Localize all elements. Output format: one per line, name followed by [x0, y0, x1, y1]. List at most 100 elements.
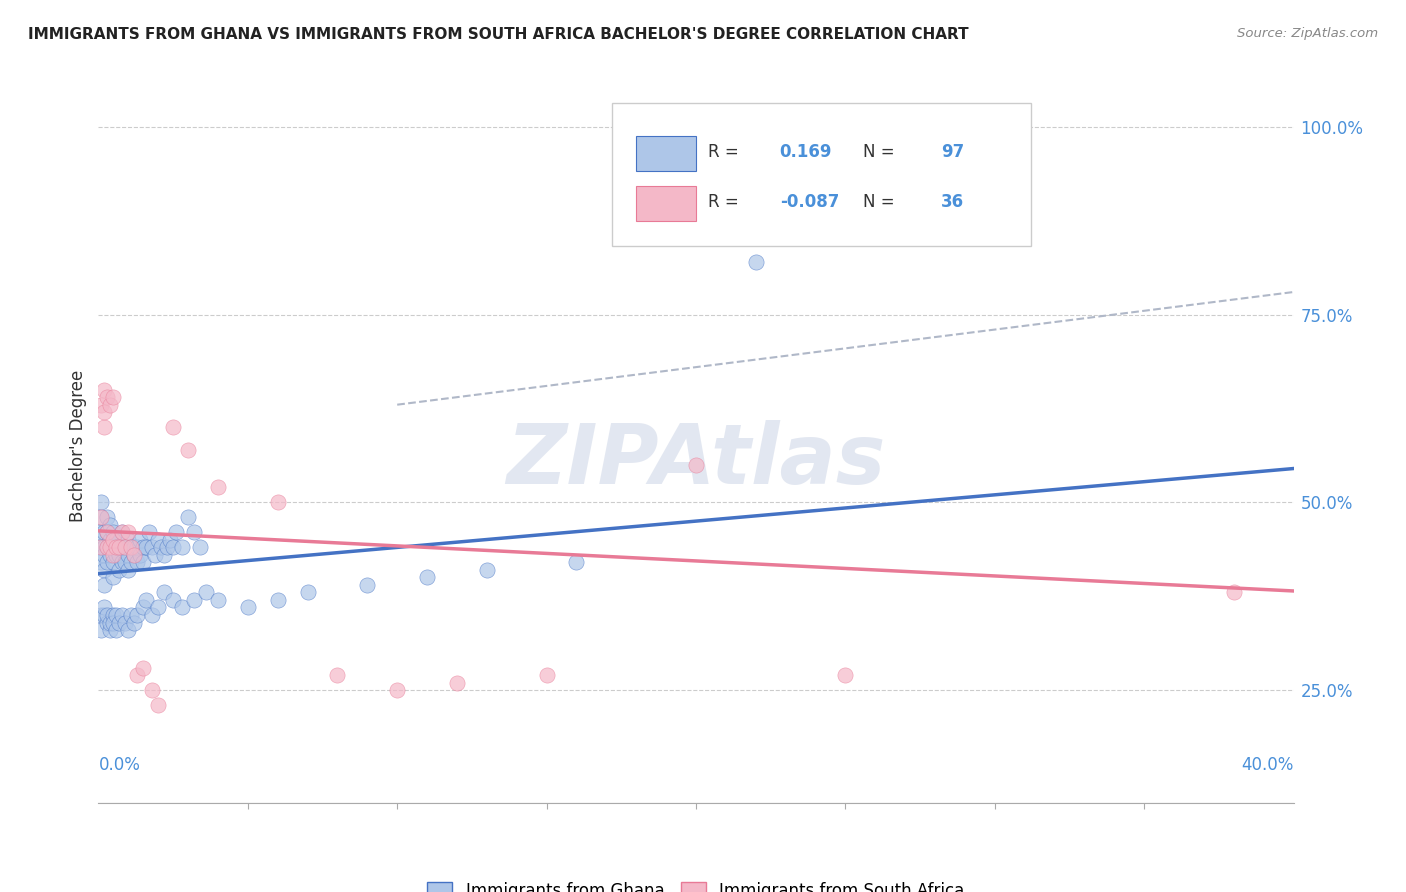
Point [132, 600, 155, 615]
Point [93, 607, 115, 622]
Point [127, 541, 149, 555]
Point [100, 398, 122, 412]
Point [90, 556, 112, 570]
Point [117, 548, 139, 562]
Point [103, 570, 125, 584]
Point [96, 541, 118, 555]
Point [100, 533, 122, 547]
Point [326, 668, 349, 682]
Text: Source: ZipAtlas.com: Source: ZipAtlas.com [1237, 27, 1378, 40]
FancyBboxPatch shape [637, 186, 696, 221]
Point [138, 525, 160, 540]
Point [96, 607, 118, 622]
Point [143, 548, 166, 562]
Point [127, 668, 149, 682]
Point [162, 541, 184, 555]
Point [103, 390, 125, 404]
Point [132, 660, 155, 674]
Point [93, 600, 115, 615]
Point [267, 593, 290, 607]
Point [96, 541, 118, 555]
Point [90, 398, 112, 412]
Point [120, 556, 142, 570]
Point [108, 563, 131, 577]
Point [356, 578, 378, 592]
Point [111, 525, 134, 540]
Point [132, 541, 155, 555]
Point [267, 495, 290, 509]
Point [416, 570, 439, 584]
Point [103, 615, 125, 630]
Point [90, 525, 112, 540]
Point [141, 607, 163, 622]
Point [446, 675, 468, 690]
Text: IMMIGRANTS FROM GHANA VS IMMIGRANTS FROM SOUTH AFRICA BACHELOR'S DEGREE CORRELAT: IMMIGRANTS FROM GHANA VS IMMIGRANTS FROM… [28, 27, 969, 42]
Point [153, 585, 176, 599]
Point [132, 556, 155, 570]
Point [105, 541, 128, 555]
Point [96, 525, 118, 540]
Point [141, 541, 163, 555]
Point [834, 668, 856, 682]
Point [207, 480, 229, 494]
Point [93, 541, 115, 555]
Text: R =: R = [709, 193, 738, 211]
Point [111, 541, 134, 555]
Point [96, 525, 118, 540]
Point [93, 420, 115, 434]
Point [108, 541, 131, 555]
Point [120, 541, 142, 555]
Point [565, 556, 588, 570]
Point [162, 593, 184, 607]
Point [108, 548, 131, 562]
Point [385, 683, 409, 698]
Text: 0.169: 0.169 [780, 143, 832, 161]
Point [96, 615, 118, 630]
Point [148, 600, 170, 615]
Point [159, 533, 181, 547]
Point [124, 548, 146, 562]
Point [120, 541, 142, 555]
Point [685, 458, 707, 472]
Point [105, 623, 128, 637]
Point [100, 517, 122, 532]
Text: 40.0%: 40.0% [1241, 756, 1294, 774]
Legend: Immigrants from Ghana, Immigrants from South Africa: Immigrants from Ghana, Immigrants from S… [420, 875, 972, 892]
Text: 0.0%: 0.0% [98, 756, 141, 774]
Point [90, 623, 112, 637]
Point [114, 556, 136, 570]
Point [108, 615, 131, 630]
Point [156, 541, 179, 555]
Point [105, 533, 128, 547]
Point [105, 607, 128, 622]
Point [114, 541, 136, 555]
Text: -0.087: -0.087 [780, 193, 839, 211]
Point [100, 623, 122, 637]
Text: ZIPAtlas: ZIPAtlas [506, 420, 886, 500]
Point [135, 541, 157, 555]
Point [127, 556, 149, 570]
Point [90, 541, 112, 555]
Point [188, 541, 211, 555]
Point [105, 548, 128, 562]
Point [135, 593, 157, 607]
Point [129, 533, 152, 547]
Point [172, 600, 194, 615]
Point [124, 541, 146, 555]
Point [103, 548, 125, 562]
Point [141, 683, 163, 698]
Point [96, 390, 118, 404]
Point [105, 541, 128, 555]
Point [103, 525, 125, 540]
Point [124, 548, 146, 562]
Y-axis label: Bachelor's Degree: Bachelor's Degree [69, 370, 87, 522]
Point [90, 541, 112, 555]
Point [93, 578, 115, 592]
Point [90, 510, 112, 524]
Point [117, 525, 139, 540]
Point [117, 533, 139, 547]
Point [536, 668, 558, 682]
Point [111, 525, 134, 540]
Point [129, 548, 152, 562]
Point [90, 607, 112, 622]
